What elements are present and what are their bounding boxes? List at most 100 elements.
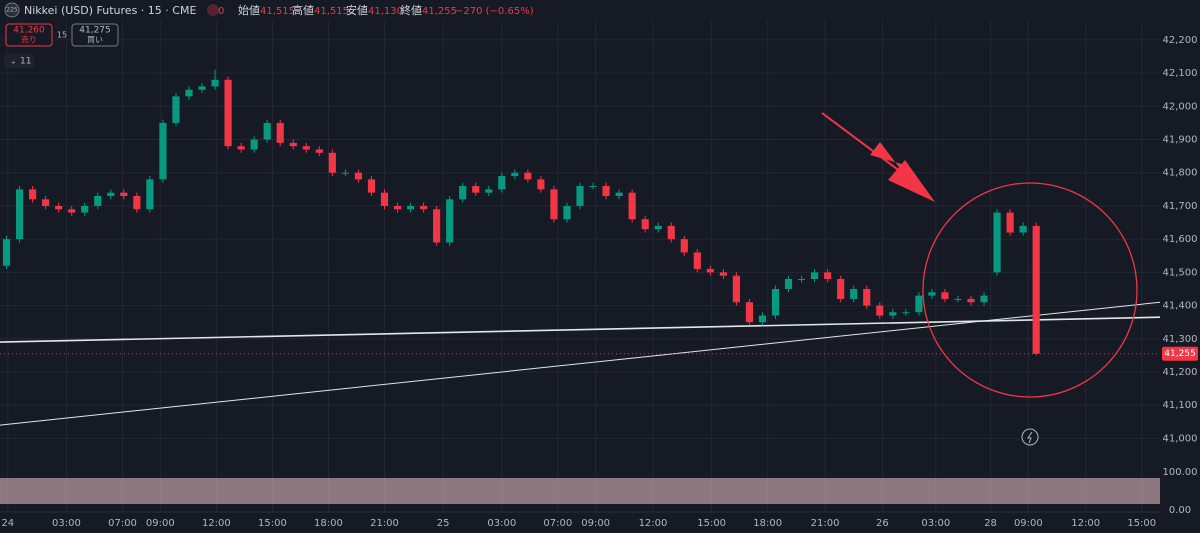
oscillator-tick-label: 0.00 bbox=[1169, 505, 1191, 516]
high-label: 高値 bbox=[292, 3, 314, 17]
candle-body bbox=[719, 272, 727, 276]
x-tick-label: 03:00 bbox=[487, 518, 516, 529]
candle-body bbox=[876, 305, 884, 316]
x-tick-label: 26 bbox=[876, 518, 889, 529]
candle-body bbox=[628, 192, 636, 220]
indicator-count: 11 bbox=[20, 57, 31, 67]
candle-body bbox=[537, 179, 545, 190]
candle-body bbox=[576, 186, 584, 206]
candle-body bbox=[928, 292, 936, 296]
candle-body bbox=[68, 209, 76, 213]
candle-body bbox=[120, 192, 128, 196]
x-tick-label: 18:00 bbox=[753, 518, 782, 529]
buy-button[interactable] bbox=[71, 23, 119, 47]
y-tick-label: 41,500 bbox=[1163, 267, 1198, 278]
x-tick-label: 28 bbox=[984, 518, 997, 529]
y-tick-label: 41,600 bbox=[1163, 234, 1198, 245]
candle-body bbox=[863, 288, 871, 306]
x-tick-label: 09:00 bbox=[581, 518, 610, 529]
y-tick-label: 41,200 bbox=[1163, 367, 1198, 378]
candle-body bbox=[693, 252, 701, 270]
y-tick-label: 41,000 bbox=[1163, 433, 1198, 444]
candle-body bbox=[224, 79, 232, 147]
candle-body bbox=[15, 189, 24, 240]
candle-body bbox=[302, 146, 310, 150]
x-tick-label: 15:00 bbox=[258, 518, 287, 529]
candle-body bbox=[550, 189, 558, 220]
x-tick-label: 07:00 bbox=[108, 518, 137, 529]
spread: 15 bbox=[57, 31, 67, 40]
arrow-shaft bbox=[821, 112, 906, 176]
candle-body bbox=[446, 199, 454, 243]
sell-button[interactable] bbox=[5, 23, 53, 47]
candle-body bbox=[107, 192, 115, 196]
candle-body bbox=[472, 186, 480, 193]
symbol[interactable]: Nikkei (USD) Futures · 15 · CME bbox=[24, 4, 196, 17]
candle-body bbox=[172, 96, 180, 123]
badge bbox=[207, 4, 219, 16]
badge-count: 0 bbox=[218, 6, 224, 17]
x-tick-label: 09:00 bbox=[1014, 518, 1043, 529]
grid bbox=[0, 20, 1160, 512]
candle-body bbox=[811, 272, 819, 280]
trend-line bbox=[0, 301, 1161, 426]
candle-body bbox=[967, 298, 975, 303]
candle-body bbox=[94, 195, 102, 206]
highlight-circle bbox=[922, 182, 1138, 398]
y-tick-label: 42,000 bbox=[1163, 101, 1198, 112]
candle-body bbox=[993, 212, 1001, 273]
candle-body bbox=[850, 288, 858, 299]
open-label: 始値 bbox=[238, 3, 260, 17]
candle-body bbox=[797, 279, 806, 281]
candle-body bbox=[563, 205, 571, 220]
close-value: 41,255 bbox=[422, 6, 457, 17]
oscillator-axis: 100.00 0.00 bbox=[1163, 467, 1198, 516]
candle-body bbox=[29, 189, 37, 200]
candle-body bbox=[133, 195, 141, 210]
y-tick-label: 42,100 bbox=[1163, 68, 1198, 79]
oscillator-tick-label: 100.00 bbox=[1163, 467, 1198, 478]
candle-body bbox=[263, 122, 271, 140]
x-tick-label: 12:00 bbox=[639, 518, 668, 529]
candle-body bbox=[328, 152, 336, 173]
candle-body bbox=[211, 79, 219, 87]
sell-label: 売り bbox=[21, 35, 37, 45]
x-tick-label: 24 bbox=[1, 518, 14, 529]
open-value: 41,515 bbox=[260, 6, 295, 17]
candle-body bbox=[667, 225, 675, 240]
x-tick-label: 03:00 bbox=[52, 518, 81, 529]
candle-body bbox=[615, 192, 623, 196]
x-tick-label: 07:00 bbox=[543, 518, 572, 529]
buy-label: 買い bbox=[87, 36, 103, 45]
candle-body bbox=[641, 219, 649, 230]
last-price-label: 41,255 bbox=[1164, 349, 1196, 359]
y-tick-label: 41,100 bbox=[1163, 400, 1198, 411]
candle-body bbox=[745, 302, 754, 323]
alert-icon[interactable] bbox=[1021, 428, 1039, 446]
candle-body bbox=[589, 186, 597, 188]
candle-body bbox=[276, 122, 284, 143]
x-tick-label: 25 bbox=[437, 518, 450, 529]
symbol-icon bbox=[4, 2, 20, 18]
last-price-tag bbox=[1162, 346, 1198, 361]
candle-body bbox=[980, 295, 988, 303]
candle-body bbox=[732, 275, 740, 303]
candle-body bbox=[758, 315, 767, 323]
change: −270 (−0.65%) bbox=[455, 6, 534, 17]
candle-body bbox=[459, 186, 467, 200]
close-label: 終値 bbox=[400, 3, 422, 17]
y-tick-label: 41,400 bbox=[1163, 301, 1198, 312]
y-tick-label: 41,900 bbox=[1163, 135, 1198, 146]
candle-body bbox=[654, 225, 662, 230]
candle-body bbox=[393, 205, 402, 210]
candle-body bbox=[915, 295, 923, 313]
axes: 41,000 41,100 41,200 41,300 41,400 41,500 41,6… bbox=[0, 35, 1198, 529]
x-tick-label: 21:00 bbox=[370, 518, 399, 529]
x-tick-label: 21:00 bbox=[811, 518, 840, 529]
sell-price: 41,260 bbox=[13, 26, 45, 36]
indicator-toggle[interactable] bbox=[4, 54, 34, 68]
oscillator-band bbox=[0, 478, 1160, 504]
candle-body bbox=[81, 205, 89, 213]
